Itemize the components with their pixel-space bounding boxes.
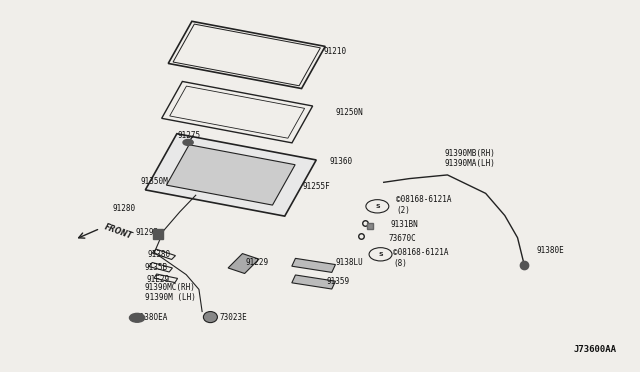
Polygon shape [228,254,259,273]
Text: 9135B: 9135B [145,263,168,272]
Text: 91390MB(RH)
91390MA(LH): 91390MB(RH) 91390MA(LH) [444,148,495,168]
Text: 91380: 91380 [148,250,171,259]
Text: 91275: 91275 [178,131,201,140]
Text: ©08168-6121A
(8): ©08168-6121A (8) [394,248,449,268]
Text: 91210: 91210 [323,47,346,56]
Circle shape [183,140,193,145]
Text: 91360: 91360 [330,157,353,166]
Polygon shape [292,275,335,289]
Text: 91380E: 91380E [537,246,564,255]
Text: 9138OEA: 9138OEA [135,312,168,321]
Text: 91E29: 91E29 [147,275,170,283]
Text: 91250N: 91250N [336,108,364,118]
Text: 9138LU: 9138LU [336,258,364,267]
Text: J73600AA: J73600AA [573,345,616,354]
Text: 91255F: 91255F [302,182,330,191]
Ellipse shape [204,311,218,323]
Text: ©08168-6121A
(2): ©08168-6121A (2) [396,196,452,215]
Text: 91280: 91280 [113,204,136,214]
Polygon shape [292,258,335,272]
Text: S: S [375,204,380,209]
Text: 91359: 91359 [326,278,349,286]
Text: 91390MC(RH)
91390M (LH): 91390MC(RH) 91390M (LH) [145,283,196,302]
Text: 73670C: 73670C [388,234,416,243]
Text: 73023E: 73023E [220,312,248,321]
Text: 91350M: 91350M [140,177,168,186]
Text: 91295: 91295 [135,228,158,237]
Text: FRONT: FRONT [103,223,134,241]
Text: 91229: 91229 [246,258,269,267]
Text: S: S [378,252,383,257]
Polygon shape [166,145,295,205]
Polygon shape [145,134,316,216]
Circle shape [129,313,145,322]
Text: 9131BN: 9131BN [390,220,418,229]
